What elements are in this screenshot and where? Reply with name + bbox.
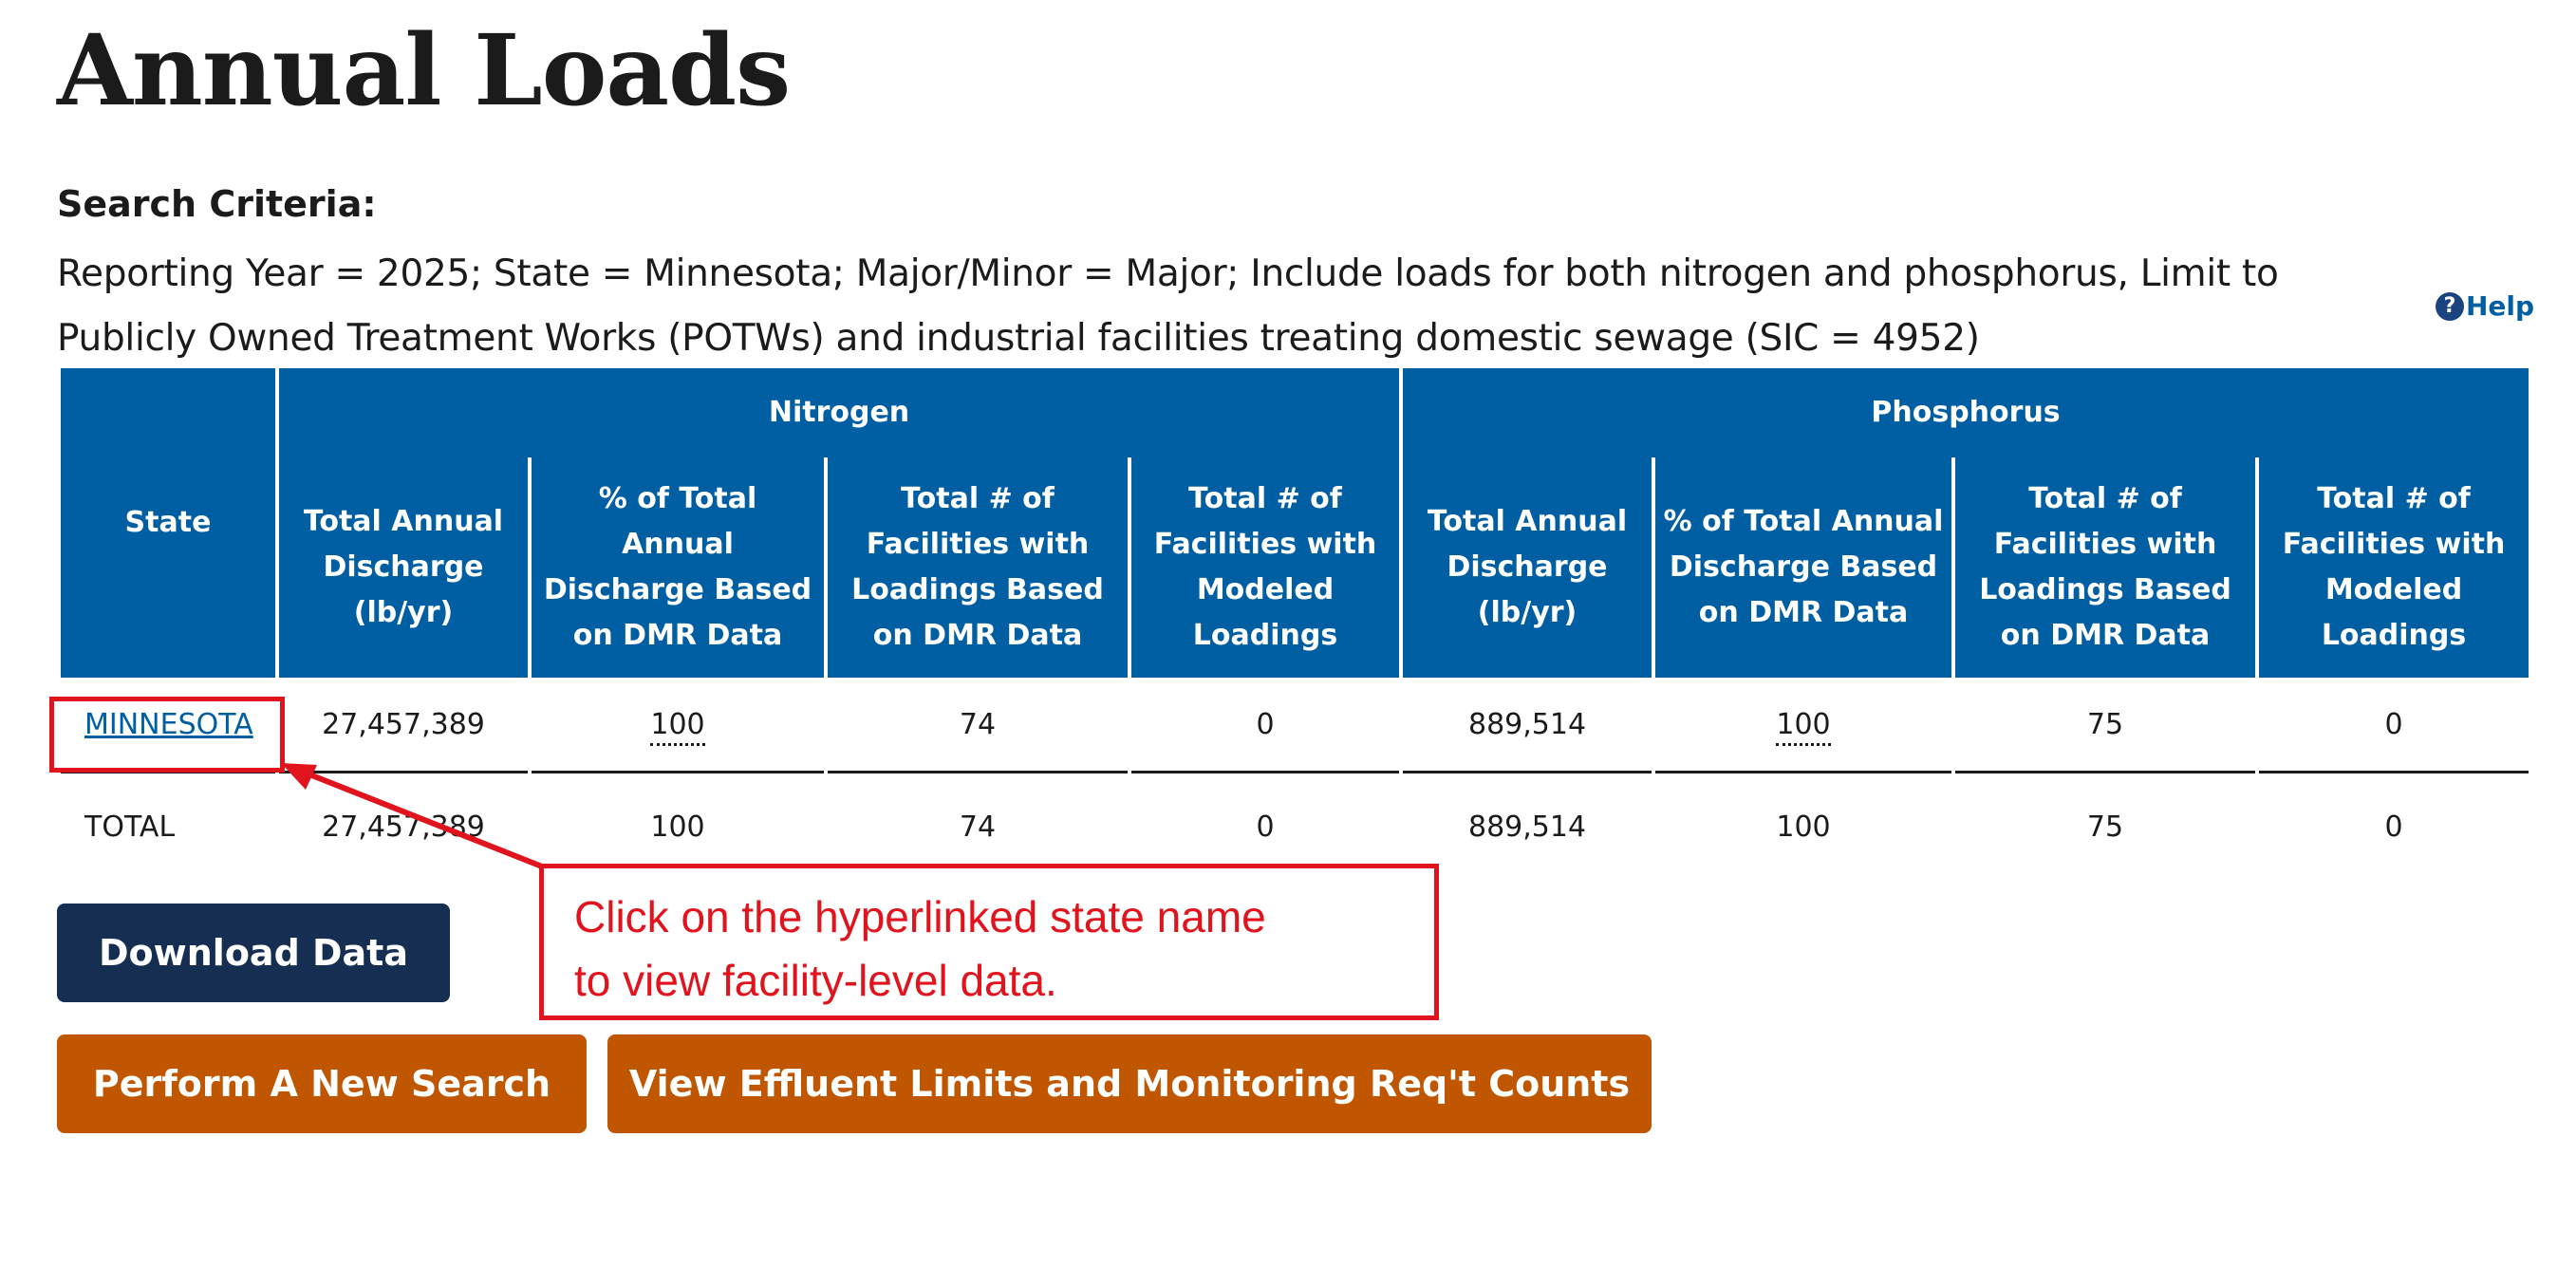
total-n-facilities-dmr: 74 xyxy=(959,810,997,844)
group-header-phosphorus: Phosphorus xyxy=(1403,368,2529,457)
page-title: Annual Loads xyxy=(57,13,791,128)
total-p-facilities-dmr: 75 xyxy=(2086,810,2124,844)
col-header-n-facilities-dmr: Total # of Facilities with Loadings Base… xyxy=(828,457,1128,678)
group-header-nitrogen: Nitrogen xyxy=(279,368,1400,457)
cell-p-facilities-dmr: 75 xyxy=(1955,678,2256,773)
state-link-minnesota[interactable]: MINNESOTA xyxy=(84,707,253,741)
new-search-button[interactable]: Perform A New Search xyxy=(57,1034,587,1133)
cell-n-facilities-modeled: 0 xyxy=(1131,678,1400,773)
col-header-state: State xyxy=(61,368,275,678)
state-link-highlight-box xyxy=(49,697,285,773)
cell-p-facilities-modeled: 0 xyxy=(2259,678,2529,773)
cell-n-facilities-dmr: 74 xyxy=(828,678,1128,773)
table-row: MINNESOTA 27,457,389 100 74 0 889,514 10… xyxy=(61,678,2529,773)
col-header-p-facilities-modeled: Total # of Facilities with Modeled Loadi… xyxy=(2259,457,2529,678)
cell-n-pct-dmr[interactable]: 100 xyxy=(650,707,705,746)
annotation-callout: Click on the hyperlinked state name to v… xyxy=(539,864,1439,1020)
search-criteria-label: Search Criteria: xyxy=(57,183,377,225)
annual-loads-table: State Nitrogen Phosphorus Total Annual D… xyxy=(57,368,2532,875)
cell-p-discharge: 889,514 xyxy=(1403,678,1652,773)
total-n-pct-dmr: 100 xyxy=(650,810,705,844)
col-header-n-total-discharge: Total Annual Discharge (lb/yr) xyxy=(279,457,528,678)
cell-n-discharge: 27,457,389 xyxy=(279,678,528,773)
search-criteria-text: Reporting Year = 2025; State = Minnesota… xyxy=(57,252,2279,360)
total-n-facilities-modeled: 0 xyxy=(1256,810,1275,844)
total-p-pct-dmr: 100 xyxy=(1776,810,1831,844)
total-row: TOTAL 27,457,389 100 74 0 889,514 100 75… xyxy=(61,773,2529,875)
effluent-limits-button[interactable]: View Effluent Limits and Monitoring Req'… xyxy=(607,1034,1652,1133)
download-data-button[interactable]: Download Data xyxy=(57,904,450,1002)
cell-p-pct-dmr[interactable]: 100 xyxy=(1776,707,1831,746)
col-header-p-pct-dmr: % of Total Annual Discharge Based on DMR… xyxy=(1655,457,1952,678)
col-header-n-facilities-modeled: Total # of Facilities with Modeled Loadi… xyxy=(1131,457,1400,678)
callout-line-1: Click on the hyperlinked state name xyxy=(574,892,1266,941)
total-n-discharge: 27,457,389 xyxy=(322,810,485,844)
col-header-p-total-discharge: Total Annual Discharge (lb/yr) xyxy=(1403,457,1652,678)
total-label: TOTAL xyxy=(84,810,176,844)
help-label: Help xyxy=(2466,290,2535,322)
total-p-discharge: 889,514 xyxy=(1467,810,1587,844)
col-header-p-facilities-dmr: Total # of Facilities with Loadings Base… xyxy=(1955,457,2256,678)
question-circle-icon: ? xyxy=(2436,291,2464,321)
help-link[interactable]: ? Help xyxy=(2436,290,2534,322)
col-header-n-pct-dmr: % of Total Annual Discharge Based on DMR… xyxy=(532,457,824,678)
callout-line-2: to view facility-level data. xyxy=(574,956,1057,1005)
total-p-facilities-modeled: 0 xyxy=(2384,810,2403,844)
